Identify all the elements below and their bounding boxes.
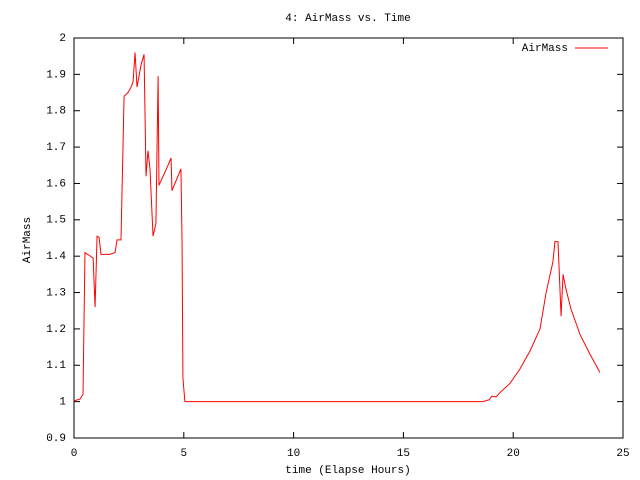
y-tick-label: 1.1 xyxy=(46,360,66,372)
data-line xyxy=(73,52,601,403)
legend-label: AirMass xyxy=(522,43,568,55)
y-tick-label: 1.2 xyxy=(46,324,66,336)
x-tick-label: 0 xyxy=(71,448,78,460)
y-tick-label: 1 xyxy=(59,397,66,409)
x-tick-label: 15 xyxy=(397,448,410,460)
y-axis-label: AirMass xyxy=(22,217,34,263)
y-tick-label: 1.8 xyxy=(46,106,66,118)
y-tick-label: 1.7 xyxy=(46,142,66,154)
chart-title: 4: AirMass vs. Time xyxy=(285,13,410,25)
x-tick-label: 10 xyxy=(287,448,300,460)
y-tick-label: 1.5 xyxy=(46,215,66,227)
x-tick-label: 25 xyxy=(616,448,629,460)
x-tick-label: 5 xyxy=(180,448,187,460)
y-tick-label: 1.4 xyxy=(46,251,66,263)
y-tick-label: 1.3 xyxy=(46,287,66,299)
y-tick-label: 1.6 xyxy=(46,178,66,190)
x-axis-label: time (Elapse Hours) xyxy=(285,465,410,477)
y-tick-label: 2 xyxy=(59,33,66,45)
y-tick-label: 0.9 xyxy=(46,433,66,445)
x-tick-label: 20 xyxy=(507,448,520,460)
plot-frame xyxy=(73,37,624,439)
y-tick-label: 1.9 xyxy=(46,69,66,81)
